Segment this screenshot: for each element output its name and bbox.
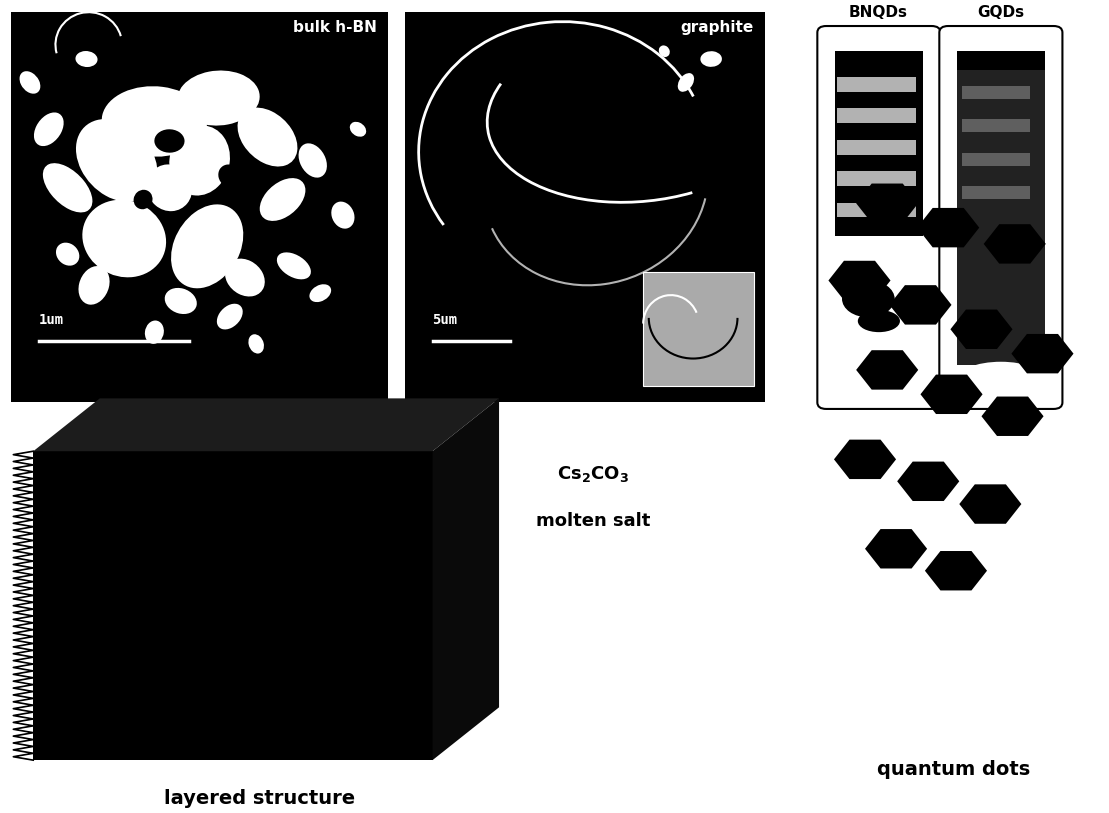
Ellipse shape bbox=[218, 164, 242, 188]
Text: graphite: graphite bbox=[681, 20, 754, 35]
Ellipse shape bbox=[170, 125, 230, 196]
Bar bbox=[957, 69, 1045, 366]
Ellipse shape bbox=[956, 362, 1046, 398]
Polygon shape bbox=[856, 350, 918, 389]
Polygon shape bbox=[889, 285, 952, 324]
Ellipse shape bbox=[145, 320, 164, 344]
Ellipse shape bbox=[82, 200, 166, 277]
Ellipse shape bbox=[43, 163, 92, 212]
Ellipse shape bbox=[309, 285, 332, 302]
FancyBboxPatch shape bbox=[817, 26, 940, 409]
Ellipse shape bbox=[842, 280, 895, 317]
Ellipse shape bbox=[55, 242, 80, 266]
Ellipse shape bbox=[277, 252, 311, 280]
FancyBboxPatch shape bbox=[939, 26, 1062, 409]
Text: molten salt: molten salt bbox=[536, 512, 651, 530]
Polygon shape bbox=[433, 398, 499, 760]
Ellipse shape bbox=[34, 112, 63, 146]
Bar bbox=[837, 172, 916, 186]
Polygon shape bbox=[950, 310, 1013, 349]
Polygon shape bbox=[981, 397, 1044, 436]
Text: layered structure: layered structure bbox=[164, 789, 355, 807]
Ellipse shape bbox=[171, 204, 243, 289]
Bar bbox=[405, 12, 765, 402]
Text: 1um: 1um bbox=[39, 312, 64, 327]
Ellipse shape bbox=[75, 51, 98, 67]
Ellipse shape bbox=[349, 122, 366, 137]
Polygon shape bbox=[856, 184, 918, 223]
Polygon shape bbox=[917, 208, 979, 247]
Bar bbox=[837, 140, 916, 154]
Ellipse shape bbox=[834, 362, 924, 398]
Polygon shape bbox=[984, 224, 1046, 263]
Bar bbox=[11, 12, 388, 402]
Ellipse shape bbox=[237, 107, 297, 167]
Ellipse shape bbox=[165, 288, 196, 314]
Ellipse shape bbox=[248, 334, 264, 354]
Text: 5um: 5um bbox=[433, 312, 458, 327]
Text: quantum dots: quantum dots bbox=[877, 760, 1030, 779]
Ellipse shape bbox=[857, 310, 899, 333]
Bar bbox=[837, 108, 916, 123]
Ellipse shape bbox=[217, 304, 243, 329]
Polygon shape bbox=[925, 551, 987, 590]
Ellipse shape bbox=[154, 129, 184, 153]
Ellipse shape bbox=[77, 119, 157, 202]
Ellipse shape bbox=[146, 164, 192, 211]
Ellipse shape bbox=[678, 73, 694, 92]
Ellipse shape bbox=[20, 72, 40, 93]
Bar bbox=[835, 247, 923, 328]
Bar bbox=[962, 86, 1030, 99]
Text: GQDs: GQDs bbox=[977, 6, 1024, 20]
Polygon shape bbox=[834, 440, 896, 479]
Polygon shape bbox=[920, 375, 983, 414]
Ellipse shape bbox=[260, 178, 305, 221]
Bar bbox=[957, 51, 1045, 236]
Bar bbox=[643, 272, 754, 386]
Polygon shape bbox=[1011, 334, 1074, 373]
Text: $\mathbf{Cs_2CO_3}$: $\mathbf{Cs_2CO_3}$ bbox=[558, 463, 629, 484]
Text: bulk h-BN: bulk h-BN bbox=[293, 20, 377, 35]
Ellipse shape bbox=[133, 189, 153, 209]
Ellipse shape bbox=[659, 46, 670, 57]
Polygon shape bbox=[959, 485, 1021, 524]
Polygon shape bbox=[865, 529, 927, 568]
Bar bbox=[837, 77, 916, 92]
Bar bbox=[962, 153, 1030, 166]
Polygon shape bbox=[33, 398, 499, 451]
Ellipse shape bbox=[332, 202, 355, 228]
Bar bbox=[835, 51, 923, 236]
Polygon shape bbox=[897, 462, 959, 501]
Ellipse shape bbox=[177, 71, 260, 125]
Ellipse shape bbox=[701, 51, 722, 67]
Ellipse shape bbox=[298, 143, 327, 177]
Bar bbox=[33, 451, 433, 760]
Ellipse shape bbox=[225, 259, 265, 297]
Ellipse shape bbox=[102, 86, 207, 157]
Polygon shape bbox=[828, 261, 891, 300]
Ellipse shape bbox=[79, 266, 110, 305]
Bar bbox=[837, 202, 916, 217]
Bar bbox=[962, 120, 1030, 133]
Text: BNQDs: BNQDs bbox=[848, 6, 908, 20]
Bar bbox=[962, 186, 1030, 199]
